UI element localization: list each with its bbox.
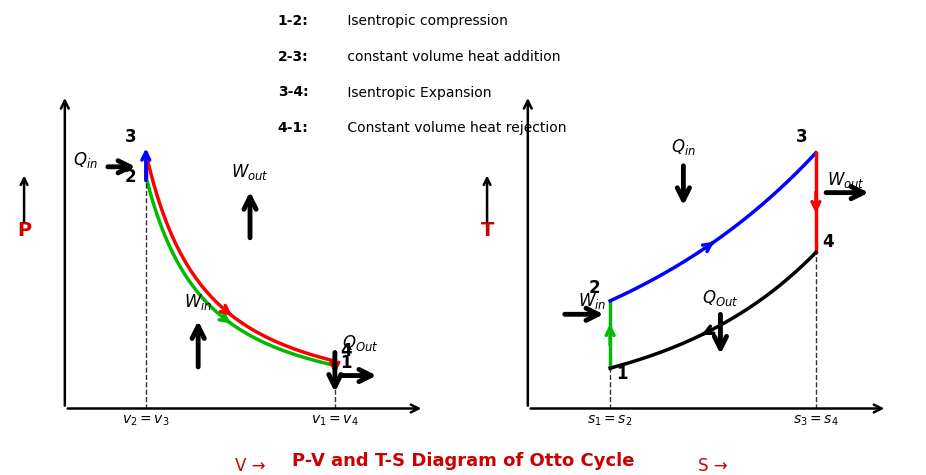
Text: P-V and T-S Diagram of Otto Cycle: P-V and T-S Diagram of Otto Cycle [292,452,634,470]
Text: constant volume heat addition: constant volume heat addition [343,50,560,64]
Text: $\mathit{Q_{Out}}$: $\mathit{Q_{Out}}$ [702,288,739,308]
Text: $\mathit{W_{out}}$: $\mathit{W_{out}}$ [232,162,269,182]
Text: 3: 3 [796,128,807,146]
Text: 4: 4 [822,233,834,251]
Text: 4-1:: 4-1: [278,121,308,135]
Text: $\mathit{Q_{in}}$: $\mathit{Q_{in}}$ [671,136,695,157]
Text: 3: 3 [125,128,137,146]
Text: $\mathit{W_{out}}$: $\mathit{W_{out}}$ [827,170,865,190]
Text: 3-4:: 3-4: [278,86,308,99]
Text: $\mathit{W_{in}}$: $\mathit{W_{in}}$ [578,291,607,312]
Text: 2: 2 [589,279,600,297]
Text: Isentropic Expansion: Isentropic Expansion [343,86,491,99]
Text: Constant volume heat rejection: Constant volume heat rejection [343,121,566,135]
Text: 1: 1 [616,365,628,383]
Text: T: T [481,221,494,240]
Text: 1-2:: 1-2: [278,14,308,28]
Text: S →: S → [698,457,728,475]
Text: $\mathit{Q_{in}}$: $\mathit{Q_{in}}$ [73,150,98,171]
Text: V →: V → [235,457,265,475]
Text: 4: 4 [341,342,352,360]
Text: $\mathit{Q_{Out}}$: $\mathit{Q_{Out}}$ [343,333,379,353]
Text: 2: 2 [125,168,137,186]
Text: P: P [17,221,31,240]
Text: 2-3:: 2-3: [278,50,308,64]
Text: Isentropic compression: Isentropic compression [343,14,507,28]
Text: 1: 1 [341,354,352,372]
Text: $\mathit{W_{in}}$: $\mathit{W_{in}}$ [184,292,212,312]
